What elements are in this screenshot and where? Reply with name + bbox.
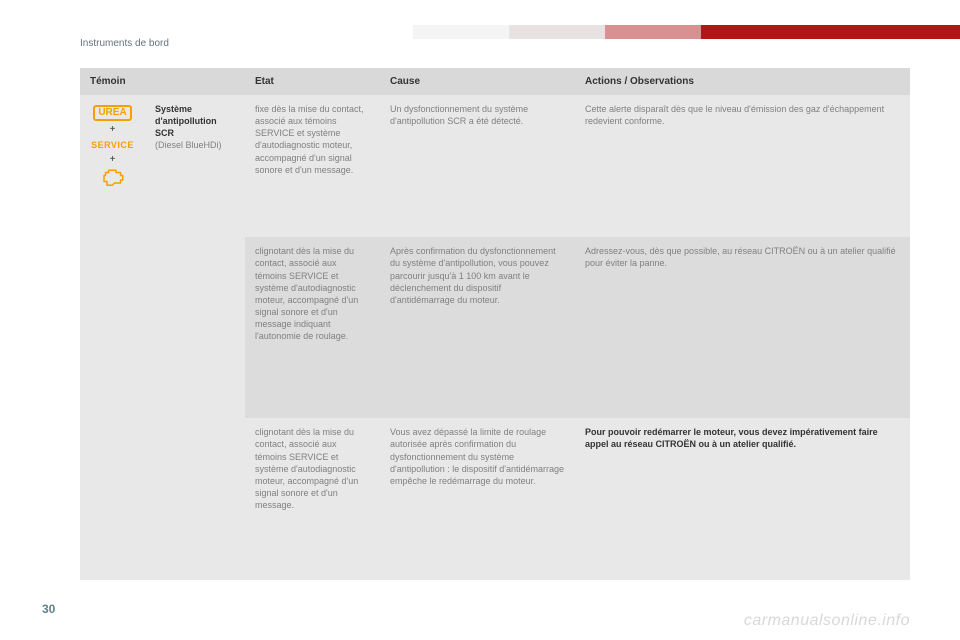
breadcrumb: Instruments de bord (80, 38, 169, 49)
cell-cause: Vous avez dépassé la limite de roulage a… (380, 418, 575, 580)
th-temoin: Témoin (80, 68, 245, 95)
table-row: UREA + SERVICE + Système d'antipollution… (80, 95, 910, 237)
cell-action: Cette alerte disparaît dès que le niveau… (575, 95, 910, 237)
cell-action: Adressez-vous, dès que possible, au rése… (575, 237, 910, 418)
th-actions: Actions / Observations (575, 68, 910, 95)
system-label-l1: Système (155, 103, 235, 115)
system-label-l2: d'antipollution (155, 115, 235, 127)
system-label-l4: (Diesel BlueHDi) (155, 139, 235, 151)
system-label-cell: Système d'antipollution SCR (Diesel Blue… (145, 95, 245, 580)
header-gradient-bar (0, 25, 960, 39)
header-seg-4 (605, 25, 701, 39)
header-seg-blank (0, 25, 413, 39)
cell-cause: Après confirmation du dysfonctionnement … (380, 237, 575, 418)
cell-action-bold: Pour pouvoir redémarrer le moteur, vous … (585, 427, 878, 449)
plus-icon: + (90, 123, 135, 137)
service-icon: SERVICE (91, 139, 134, 151)
cell-etat: clignotant dès la mise du contact, assoc… (245, 237, 380, 418)
cell-etat: fixe dès la mise du contact, associé aux… (245, 95, 380, 237)
table-header-row: Témoin Etat Cause Actions / Observations (80, 68, 910, 95)
warning-icon-cell: UREA + SERVICE + (80, 95, 145, 580)
plus-icon: + (90, 153, 135, 167)
warning-table: Témoin Etat Cause Actions / Observations… (80, 68, 910, 580)
system-label-l3: SCR (155, 127, 235, 139)
footer-watermark: carmanualsonline.info (744, 612, 910, 630)
engine-icon (101, 168, 125, 186)
header-seg-3 (509, 25, 605, 39)
page-number: 30 (42, 602, 55, 616)
th-cause: Cause (380, 68, 575, 95)
cell-etat: clignotant dès la mise du contact, assoc… (245, 418, 380, 580)
header-seg-5 (701, 25, 960, 39)
header-seg-2 (413, 25, 509, 39)
cell-cause: Un dysfonctionnement du système d'antipo… (380, 95, 575, 237)
cell-action: Pour pouvoir redémarrer le moteur, vous … (575, 418, 910, 580)
urea-icon: UREA (93, 105, 131, 121)
th-etat: Etat (245, 68, 380, 95)
